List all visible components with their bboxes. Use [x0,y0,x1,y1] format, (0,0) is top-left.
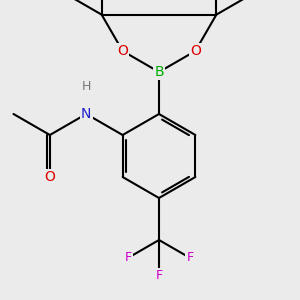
Text: O: O [117,44,128,58]
Text: O: O [190,44,201,58]
Text: H: H [82,80,91,93]
Text: F: F [186,251,194,264]
Text: F: F [155,269,163,282]
Text: N: N [81,107,92,121]
Text: O: O [44,170,55,184]
Text: B: B [154,65,164,79]
Text: F: F [124,251,132,264]
